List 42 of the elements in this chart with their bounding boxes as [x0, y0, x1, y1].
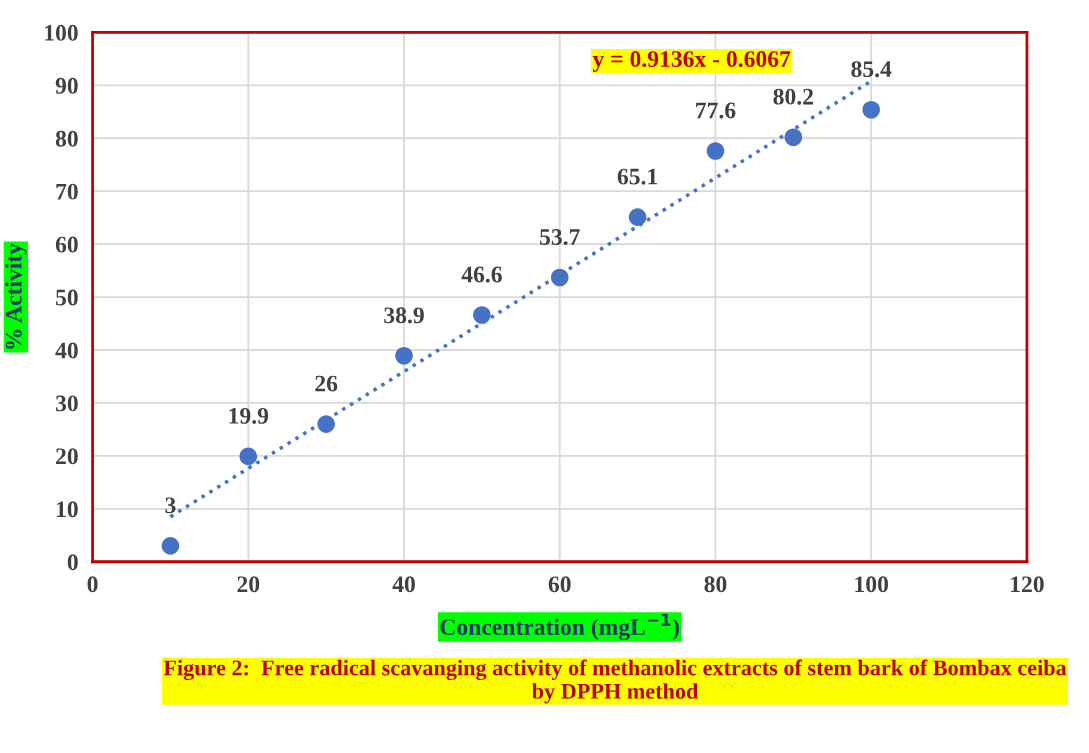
- y-tick-label: 0: [67, 554, 78, 571]
- text: Figure 2: Free radical scavanging activity of methanolic extracts of stem bark of Bombax ceiba by DPPH method: [163, 659, 1067, 704]
- x-tick-label: 0: [87, 576, 98, 593]
- data-label: 46.6: [461, 266, 502, 283]
- point: [628, 208, 647, 226]
- point: [550, 268, 569, 287]
- x-tick-label: 120: [1011, 576, 1044, 593]
- point: [317, 415, 335, 433]
- point: [161, 537, 180, 555]
- point: [473, 306, 491, 324]
- y-tick-label: 20: [56, 448, 78, 465]
- x-tick-label: 80: [704, 576, 727, 593]
- point: [784, 128, 803, 146]
- y-tick-label: 80: [55, 130, 78, 147]
- point: [862, 100, 880, 119]
- data-label: 38.9: [384, 307, 424, 324]
- x-tick-label: 40: [392, 576, 415, 593]
- point: [395, 347, 413, 365]
- y-tick-label: 60: [55, 236, 78, 253]
- point: [706, 142, 725, 160]
- annotation: y = 0.9136x - 0.6067: [592, 51, 791, 72]
- y-tick-label: 10: [56, 501, 78, 518]
- data-label: 26: [315, 375, 338, 392]
- data-label: 3: [165, 497, 176, 514]
- y-tick-label: 70: [56, 183, 78, 200]
- data-label: 80.2: [773, 88, 813, 105]
- x-tick-label: 20: [237, 576, 260, 593]
- y-tick-label: 30: [55, 395, 78, 412]
- x-tick-label: 100: [855, 576, 889, 593]
- data-label: 85.4: [851, 61, 892, 78]
- x-tick-label: 60: [548, 576, 571, 593]
- data-label: 65.1: [617, 168, 658, 185]
- y-tick-label: 100: [45, 24, 78, 41]
- data-label: 77.6: [696, 102, 736, 119]
- y-axis-title: % Activity: [5, 243, 27, 349]
- y-tick-label: 90: [55, 77, 78, 94]
- data-label: 53.7: [540, 229, 580, 245]
- y-tick-label: 50: [56, 289, 78, 306]
- y-tick-label: 40: [55, 342, 78, 359]
- x-axis-title: Concentration (mgL$^{−1}$): [440, 613, 679, 641]
- point: [239, 447, 258, 466]
- data-label: 19.9: [229, 407, 269, 424]
